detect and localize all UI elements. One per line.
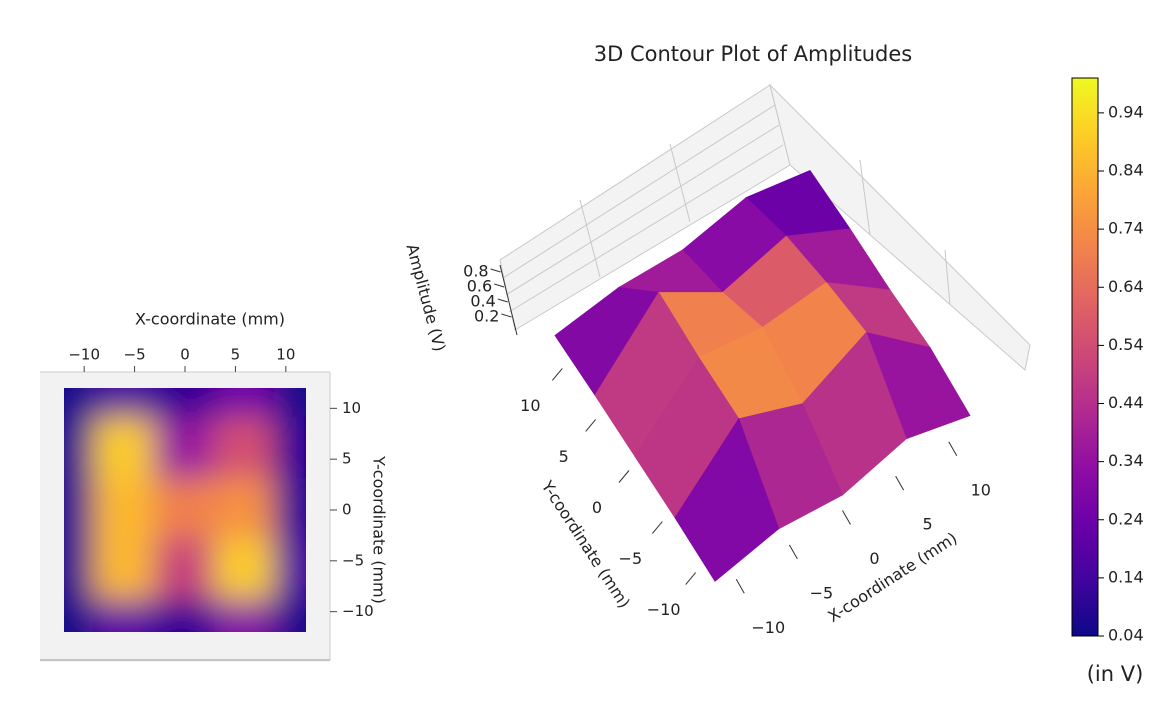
heatmap-cell [213,477,278,543]
y-tick-label: 10 [342,399,361,417]
colorbar-tick-label: 0.74 [1108,219,1144,238]
y-tick-label: 0 [342,501,352,519]
colorbar-tick-label: 0.54 [1108,335,1144,354]
z-tick-label: 0.2 [474,307,499,326]
y-tick-label: −10 [342,602,374,620]
heatmap-cell [213,416,278,482]
x-tick-label: −10 [68,346,100,364]
x-tick-label: −10 [751,618,785,637]
x-tick-label: 0 [180,346,190,364]
y-tick-label: −5 [619,549,643,568]
heatmap [64,388,306,632]
heatmap-cell [153,416,217,482]
colorbar-tick-label: 0.94 [1108,102,1144,121]
z-tick [497,298,508,303]
heatmap-cell [213,388,278,421]
z-tick-label: 0.4 [470,292,495,311]
heatmap-cell [64,599,96,632]
x-tick [788,544,798,560]
heatmap-cell [213,538,278,604]
heatmap-cell [153,477,217,543]
heatmap-cell [153,388,217,421]
heatmap-cell [274,538,306,604]
x-tick [895,475,905,491]
colorbar-tick-label: 0.84 [1108,161,1144,180]
colorbar-tick-label: 0.44 [1108,393,1144,412]
heatmap-cell [92,538,157,604]
x-axis-label: X-coordinate (mm) [135,310,285,329]
heatmap-cell [274,477,306,543]
y-tick-label: 5 [559,447,569,466]
colorbar-tick-label: 0.34 [1108,451,1144,470]
colorbar-tick-label: 0.04 [1108,626,1144,645]
y-tick-label: 0 [592,498,602,517]
z-axis-label: Amplitude (V) [402,242,449,354]
z-tick [501,313,512,318]
heatmap-cell [274,388,306,421]
heatmap-cell [213,599,278,632]
z-axis [499,264,518,336]
z-tick [490,268,501,273]
z-tick-label: 0.6 [467,277,492,296]
x-axis-label: X-coordinate (mm) [824,528,960,626]
x-tick-label: 10 [971,480,991,499]
colorbar-tick-label: 0.14 [1108,567,1144,586]
heatmap-cell [92,477,157,543]
x-tick [735,579,745,594]
y-axis-label: Y-coordinate (mm) [537,476,634,611]
y-axis-label: Y-coordinate (mm) [370,455,389,604]
x-tick [948,441,958,456]
y-tick [551,368,563,381]
y-tick-label: −10 [647,600,681,619]
heatmap-cells [64,388,306,632]
x-tick-label: 0 [869,549,879,568]
heatmap-cell [153,599,217,632]
right-panes [499,83,1031,371]
x-tick-label: −5 [124,346,146,364]
heatmap-cell [274,599,306,632]
colorbar-label: (in V) [1087,662,1144,686]
x-tick-label: 5 [923,515,933,534]
colorbar-tick-label: 0.64 [1108,277,1144,296]
y-tick [585,419,597,432]
chart-title: 3D Contour Plot of Amplitudes [594,42,912,66]
x-tick-label: 5 [231,346,241,364]
y-tick-label: 10 [520,396,540,415]
heatmap-cell [92,388,157,421]
heatmap-cell [64,416,96,482]
surface-patch [674,417,780,582]
heatmap-cell [92,599,157,632]
heatmap-cell [274,416,306,482]
x-tick [842,510,851,525]
heatmap-cell [92,416,157,482]
heatmap-cell [64,388,96,421]
heatmap-cell [64,477,96,543]
heatmap-cell [64,538,96,604]
y-tick-label: −5 [342,551,364,569]
x-tick-label: −5 [810,583,834,602]
colorbar [1071,77,1099,637]
y-tick [618,470,630,483]
heatmap-cell [153,538,217,604]
y-tick [651,521,663,534]
y-tick-label: 5 [342,450,352,468]
y-tick [685,572,697,585]
z-tick-label: 0.8 [463,262,488,281]
colorbar-tick-label: 0.24 [1108,509,1144,528]
z-tick [494,283,505,288]
x-tick-label: 10 [276,346,295,364]
